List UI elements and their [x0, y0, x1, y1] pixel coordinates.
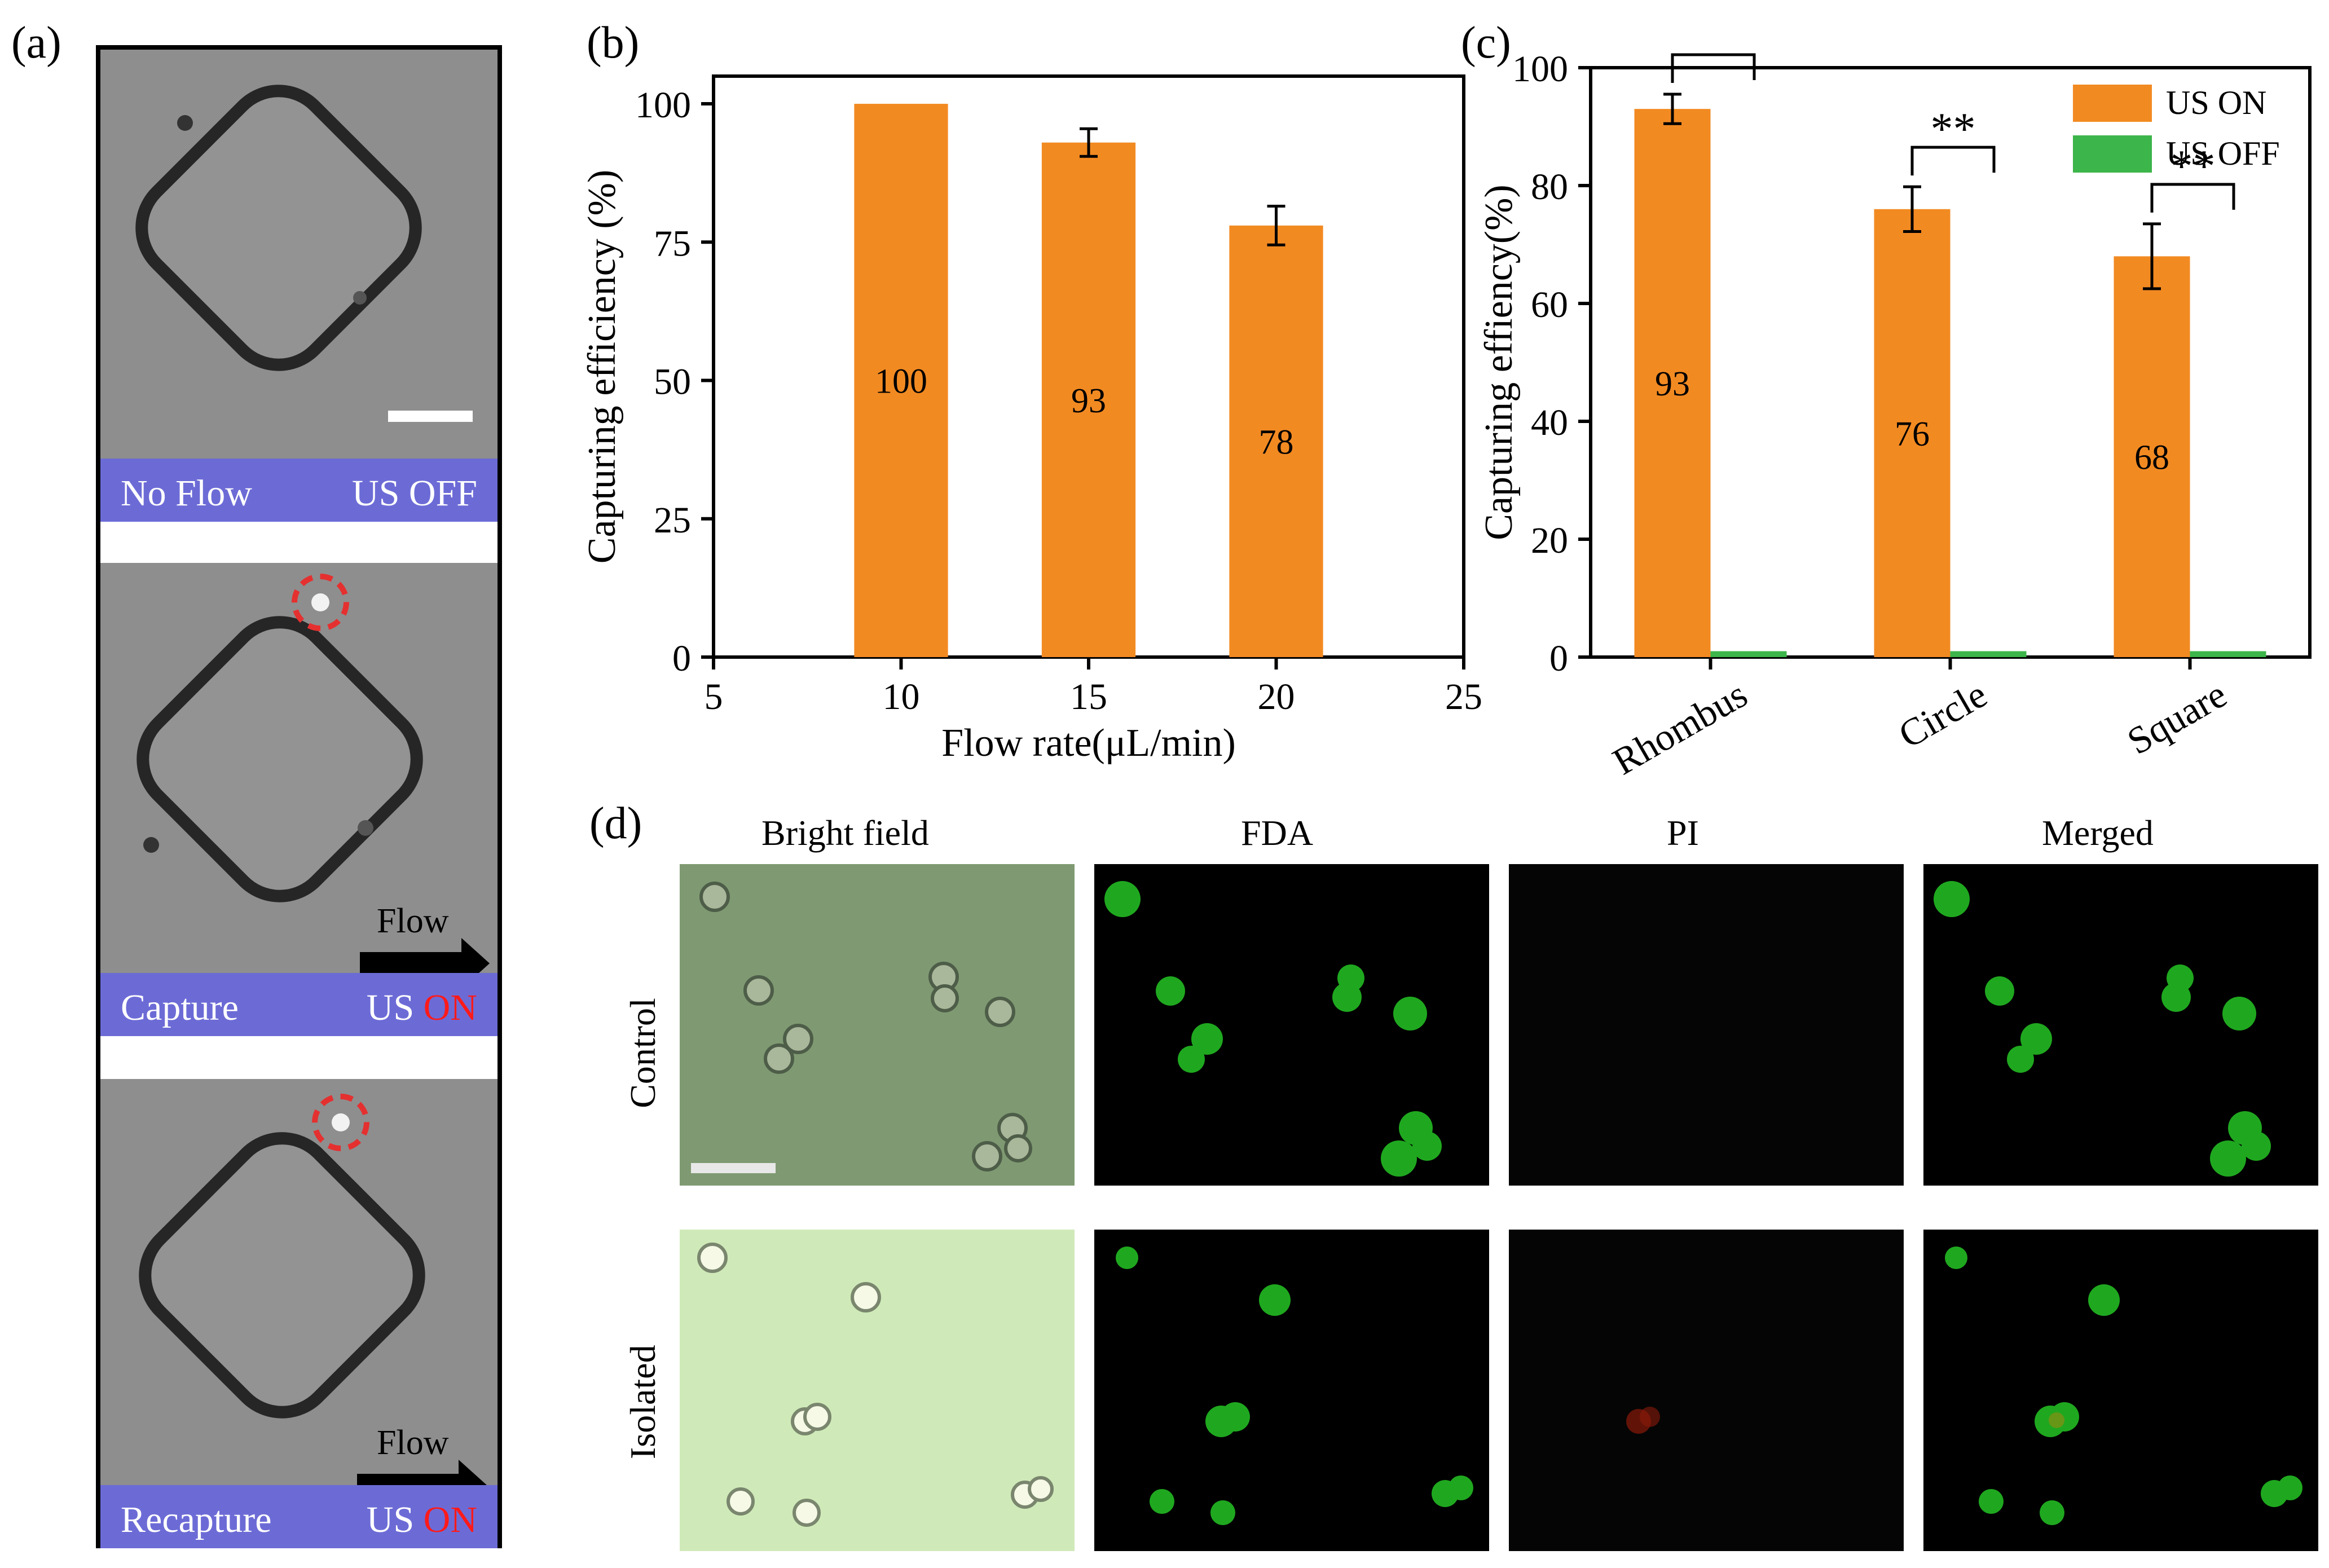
- column-title-pi: PI: [1667, 813, 1699, 853]
- flow-label: Flow: [377, 902, 449, 940]
- row-title-control: Control: [623, 998, 663, 1108]
- image-isolated-bright-field: [680, 1230, 1075, 1551]
- micrograph-capture-image: Flow: [100, 563, 498, 1014]
- legend-label: US ON: [2166, 84, 2266, 121]
- bar-data-label: 93: [1071, 382, 1106, 420]
- y-tick-label: 50: [654, 362, 691, 403]
- panel-label-b: (b): [587, 18, 640, 68]
- legend-label: US OFF: [2166, 135, 2280, 172]
- y-axis-label: Capturing effiency(%): [1477, 184, 1521, 540]
- y-tick-label: 25: [654, 500, 691, 541]
- label-bar-no-flow: No Flow US OFF: [100, 459, 498, 522]
- significance-marker: **: [1931, 104, 1976, 154]
- bar-data-label: 93: [1655, 365, 1690, 403]
- bar-us-on: [2114, 256, 2190, 657]
- chart-c: 0 20 40 60 80 100 93 ** Rhombus 76 ** Circle 68 ** Squ…: [1477, 45, 2312, 783]
- x-tick-label: 15: [1070, 676, 1107, 717]
- image-control-merged: [1923, 864, 2318, 1186]
- flow-label: Flow: [377, 1424, 449, 1462]
- label-bar-capture: Capture US ON: [100, 973, 498, 1036]
- y-tick-label: 40: [1531, 402, 1568, 443]
- image-isolated-pi: [1509, 1230, 1904, 1551]
- image-control-pi: [1509, 864, 1904, 1186]
- panel-label-d: (d): [589, 799, 642, 848]
- bar-us-off: [1710, 651, 1787, 657]
- row-title-isolated: Isolated: [623, 1345, 663, 1459]
- significance-bracket: [1910, 146, 1996, 176]
- y-tick-label: 80: [1531, 166, 1568, 208]
- condition-label: No Flow: [121, 473, 252, 514]
- y-axis-label: Capturing efficiency (%): [580, 170, 624, 563]
- condition-label: Capture: [121, 987, 239, 1028]
- x-tick-label: 10: [883, 676, 920, 717]
- micrograph-recapture-image: Flow: [100, 1079, 498, 1508]
- micrograph-capture: Flow: [100, 563, 498, 1014]
- significance-bracket: [2150, 183, 2235, 213]
- column-title-fda: FDA: [1241, 813, 1314, 853]
- panel-label-a: (a): [11, 18, 61, 68]
- panel-a-micrographs: No Flow US OFF Flow Capture US ON Flow: [96, 45, 502, 1548]
- image-isolated-merged: [1923, 1230, 2318, 1551]
- bar-data-label: 76: [1895, 415, 1930, 453]
- us-status: US ON: [366, 1499, 477, 1540]
- bar-us-on: [1874, 209, 1951, 657]
- scale-bar: [388, 411, 473, 422]
- panel-label-c: (c): [1461, 18, 1511, 68]
- micrograph-recapture: Flow: [100, 1079, 498, 1508]
- y-tick-label: 60: [1531, 284, 1568, 325]
- significance-marker: **: [2170, 142, 2216, 191]
- captured-cell-marker: [292, 574, 349, 631]
- flow-arrow: [360, 938, 490, 989]
- significance-bracket: [1671, 53, 1756, 83]
- image-isolated-fda: [1094, 1230, 1489, 1551]
- bar-data-label: 78: [1259, 423, 1294, 461]
- y-tick-label: 100: [635, 85, 691, 126]
- column-title-bright-field: Bright field: [761, 813, 929, 853]
- x-tick-label: 25: [1445, 676, 1482, 717]
- column-title-merged: Merged: [2042, 813, 2154, 853]
- legend-swatch: [2073, 85, 2152, 122]
- image-control-bright-field: [680, 864, 1075, 1186]
- bar-us-off: [1950, 651, 2027, 657]
- bar: [1229, 225, 1323, 657]
- x-category-label: Square: [2120, 672, 2234, 763]
- y-tick-label: 0: [1549, 638, 1568, 679]
- significance-marker: **: [1691, 45, 1736, 61]
- bar-data-label: 100: [875, 363, 927, 401]
- x-category-label: Rhombus: [1605, 672, 1754, 783]
- micrograph-no-flow-image: [100, 50, 498, 495]
- chart-b: 0 25 50 75 100 5 10 15 20 25 100 93 78 Flow rate(μL/m…: [580, 74, 1482, 765]
- bar: [1041, 142, 1136, 657]
- x-axis-label: Flow rate(μL/min): [941, 721, 1236, 765]
- y-tick-label: 20: [1531, 520, 1568, 561]
- micrograph-no-flow: [100, 50, 498, 495]
- bar: [854, 104, 948, 658]
- y-tick-label: 0: [672, 638, 691, 679]
- condition-label: Recapture: [121, 1499, 272, 1540]
- bar-data-label: 68: [2134, 439, 2169, 477]
- x-category-label: Circle: [1891, 672, 1994, 756]
- label-bar-recapture: Recapture US ON: [100, 1485, 498, 1548]
- x-tick-label: 20: [1258, 676, 1295, 717]
- us-status: US ON: [366, 987, 477, 1028]
- scale-bar: [691, 1163, 776, 1173]
- bar-us-on: [1634, 109, 1711, 657]
- x-tick-label: 5: [705, 676, 723, 717]
- legend-swatch: [2073, 135, 2152, 173]
- bar-us-off: [2190, 651, 2266, 657]
- y-tick-label: 75: [654, 223, 691, 264]
- image-control-fda: [1094, 864, 1489, 1186]
- us-status: US OFF: [352, 473, 477, 514]
- y-tick-label: 100: [1512, 49, 1568, 90]
- recaptured-cell-marker: [312, 1094, 369, 1151]
